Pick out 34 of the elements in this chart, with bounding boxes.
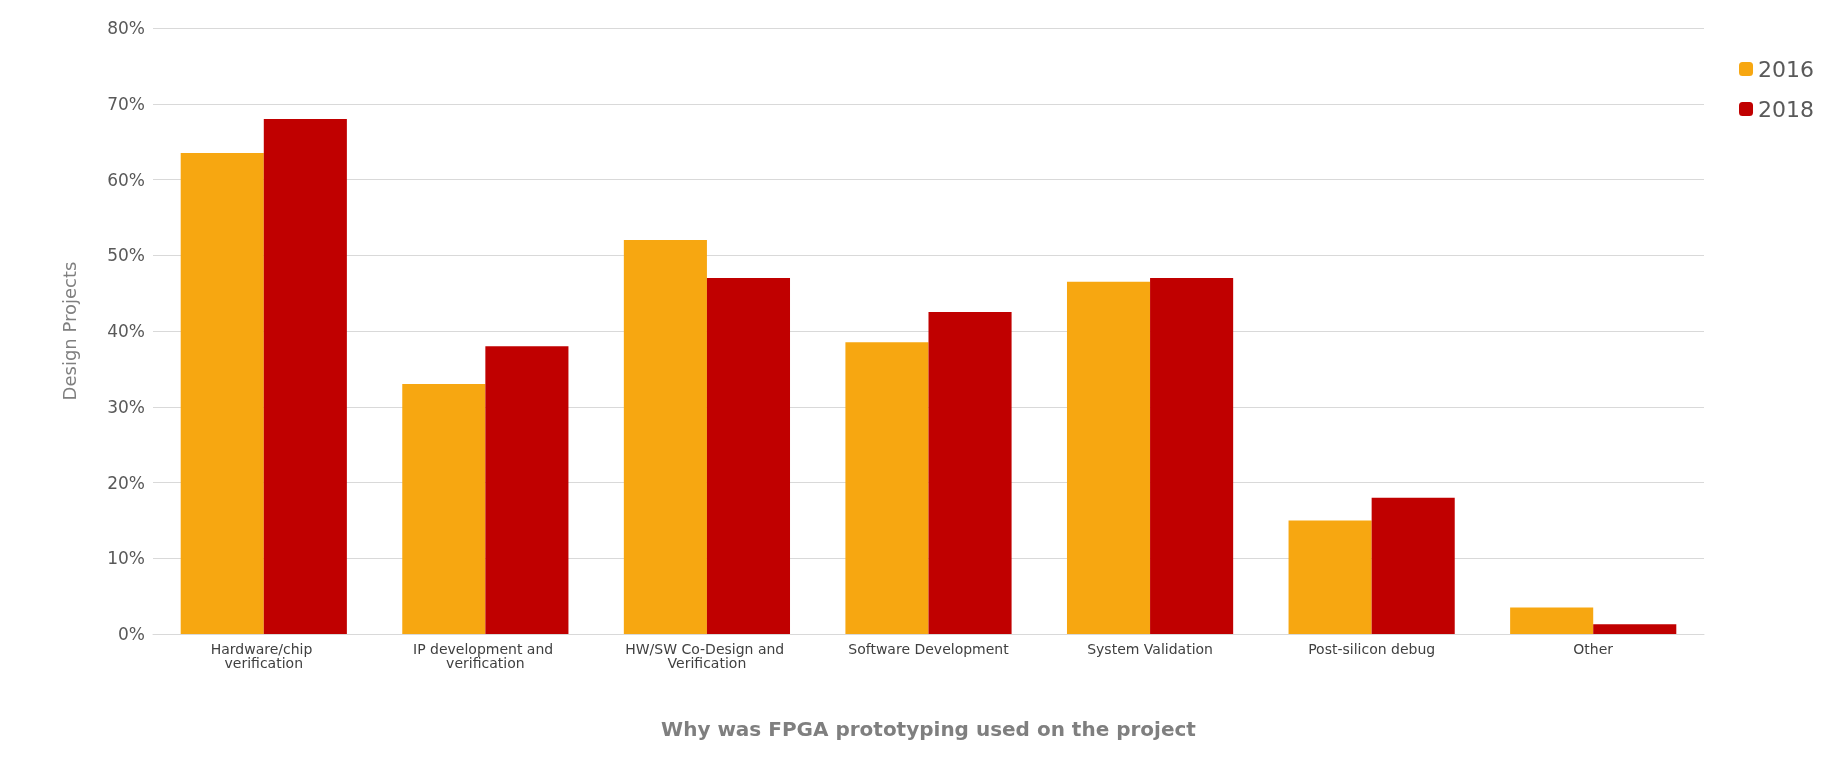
bar <box>1593 624 1677 634</box>
x-tick-label: HW/SW Co-Design and Verification <box>625 641 789 671</box>
x-tick-label: Other <box>1573 641 1614 657</box>
bar <box>1150 277 1234 634</box>
bar <box>263 118 347 634</box>
y-tick-label: 70% <box>107 93 145 114</box>
bar <box>845 342 929 634</box>
x-tick-label: IP development and verification <box>413 641 558 671</box>
x-tick-label: Software Development <box>848 641 1010 657</box>
y-tick-label: 30% <box>107 396 145 417</box>
y-tick-label: 40% <box>107 321 145 341</box>
bar <box>1288 520 1372 634</box>
bar <box>180 152 264 634</box>
y-axis-title: Design Projects <box>58 261 80 401</box>
bar <box>706 277 791 634</box>
y-tick-label: 50% <box>107 245 145 266</box>
y-tick-label: 0% <box>118 624 145 644</box>
bar <box>402 384 486 634</box>
bar <box>1066 281 1151 634</box>
bar <box>928 312 1012 634</box>
x-axis-title: Why was FPGA prototyping used on the project <box>661 717 1197 741</box>
y-tick-label: 80% <box>107 18 145 38</box>
x-tick-label: Hardware/chip verification <box>210 641 317 671</box>
legend-label: 2018 <box>1758 96 1815 122</box>
bar <box>623 240 707 634</box>
bar <box>1371 497 1455 634</box>
x-tick-label: System Validation <box>1087 641 1213 657</box>
bar <box>485 346 569 634</box>
y-tick-label: 10% <box>107 548 145 569</box>
y-tick-label: 60% <box>107 169 145 190</box>
y-tick-label: 20% <box>107 472 145 493</box>
legend-label: 2016 <box>1758 56 1815 82</box>
x-tick-label: Post-silicon debug <box>1308 641 1436 657</box>
bar <box>1510 607 1594 634</box>
